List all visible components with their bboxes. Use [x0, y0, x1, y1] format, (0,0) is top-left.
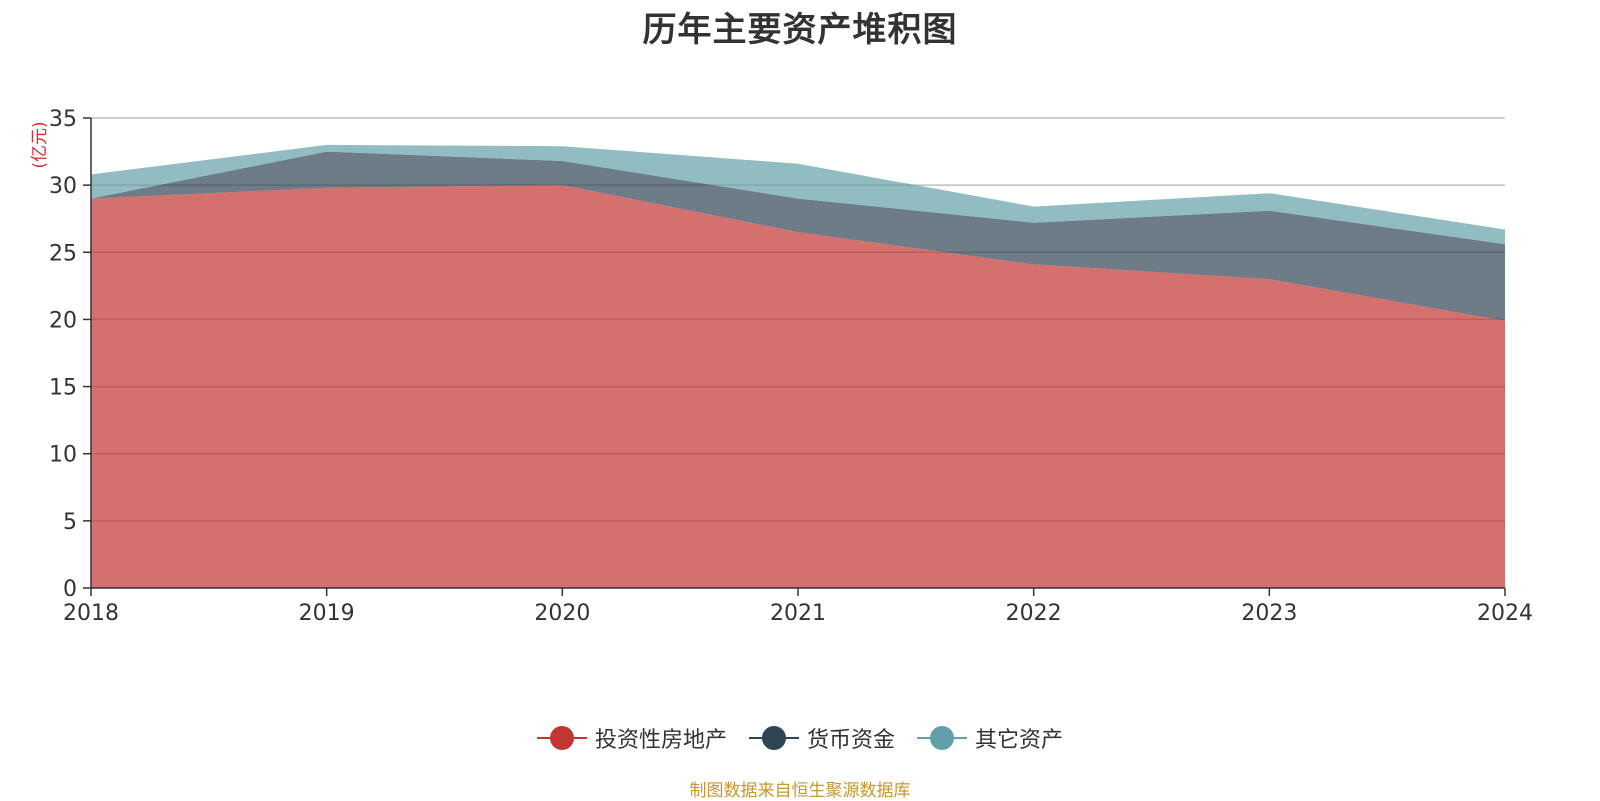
x-tick-label: 2019 [299, 601, 355, 626]
legend-label: 投资性房地产 [594, 728, 727, 753]
legend-item-investment-property[interactable]: 投资性房地产 [536, 722, 727, 754]
x-tick-label: 2023 [1241, 601, 1297, 626]
y-tick-label: 30 [49, 174, 77, 199]
x-tick-label: 2018 [63, 601, 119, 626]
y-tick-label: 35 [49, 107, 77, 132]
area-series-0 [91, 185, 1505, 588]
legend-dot-icon [761, 726, 786, 750]
legend-marker-icon [536, 725, 587, 751]
legend-label: 其它资产 [975, 728, 1064, 753]
legend-item-cash[interactable]: 货币资金 [748, 722, 895, 754]
y-tick-label: 15 [49, 376, 77, 401]
legend-marker-icon [748, 725, 799, 751]
chart-title: 历年主要资产堆积图 [642, 10, 958, 50]
area-series [91, 144, 1505, 588]
source-note: 制图数据来自恒生聚源数据库 [689, 781, 911, 801]
legend: 投资性房地产 货币资金 其它资产 [0, 722, 1600, 754]
area-series-2 [91, 144, 1505, 245]
legend-dot-icon [549, 726, 574, 750]
tick-labels: 0 5 10 15 20 25 30 35 2018 2019 2020 2021 2022 2023 20… [49, 107, 1533, 626]
y-tick-label: 5 [63, 510, 77, 535]
y-tick-label: 20 [49, 308, 77, 333]
axes [83, 117, 1506, 596]
x-tick-label: 2024 [1477, 601, 1533, 626]
area-series-1 [91, 151, 1505, 321]
y-tick-label: 0 [63, 577, 77, 602]
x-tick-label: 2022 [1006, 601, 1062, 626]
y-tick-label: 25 [49, 241, 77, 266]
y-tick-label: 10 [49, 443, 77, 468]
x-tick-label: 2020 [534, 601, 590, 626]
x-tick-label: 2021 [770, 601, 826, 626]
legend-marker-icon [917, 725, 967, 751]
legend-item-other-assets[interactable]: 其它资产 [917, 722, 1063, 754]
legend-label: 货币资金 [806, 728, 895, 753]
legend-dot-icon [930, 726, 954, 750]
